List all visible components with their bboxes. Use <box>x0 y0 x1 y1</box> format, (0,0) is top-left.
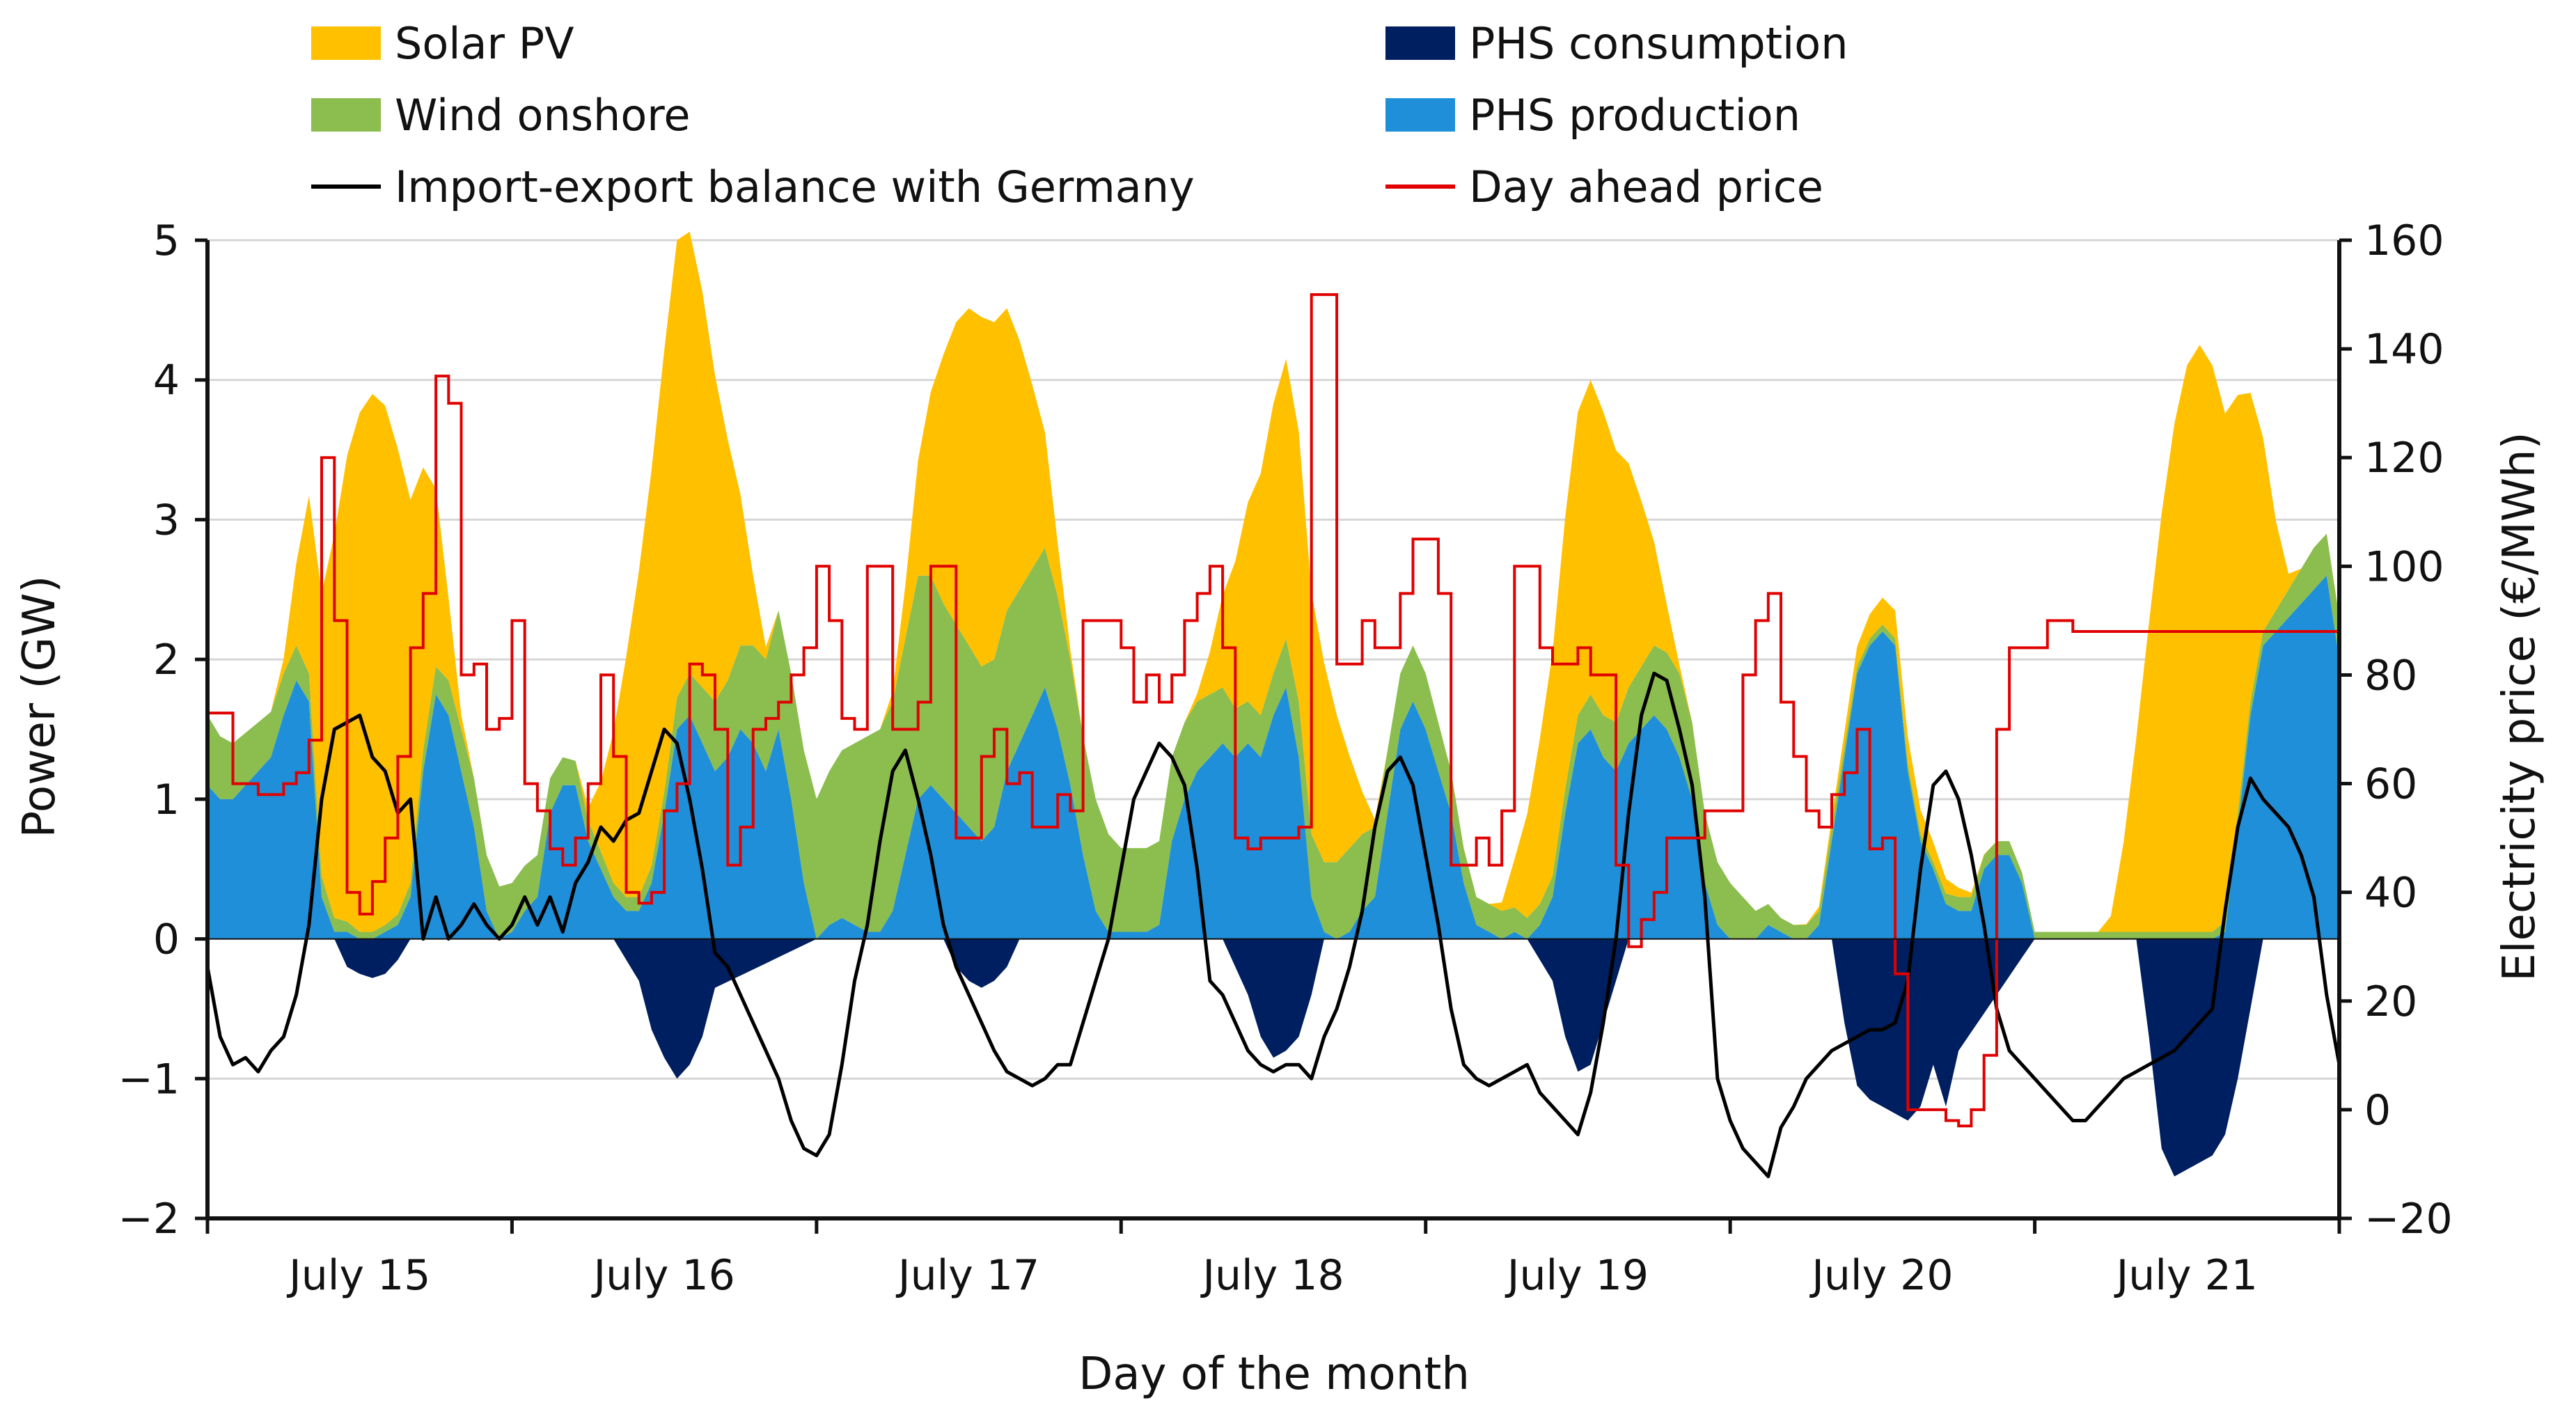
x-tick-label: July 21 <box>2114 1251 2258 1300</box>
y-left-tick-label: 3 <box>153 496 180 544</box>
y-right-tick-label: 160 <box>2364 217 2444 265</box>
y-left-tick-label: 4 <box>153 356 180 405</box>
legend-swatch <box>311 98 381 132</box>
x-tick-label: July 19 <box>1505 1251 1649 1300</box>
legend-item-balance: Import-export balance with Germany <box>311 162 1195 212</box>
y-left-tick-label: 0 <box>153 916 180 964</box>
solar-pv-area <box>207 231 2339 932</box>
y-left-tick-label: −1 <box>118 1055 180 1104</box>
y-right-tick-label: 20 <box>2364 978 2417 1026</box>
x-tick-label: July 15 <box>286 1251 430 1300</box>
x-tick-label: July 16 <box>590 1251 735 1300</box>
legend-label: PHS production <box>1469 90 1800 141</box>
y-right-tick-label: 80 <box>2364 651 2417 700</box>
legend-label: Day ahead price <box>1469 162 1823 212</box>
import-export-balance-line <box>205 671 2341 1179</box>
legend-swatch <box>1385 26 1455 60</box>
legend-label: Solar PV <box>395 18 574 69</box>
legend-item-phs_consumption: PHS consumption <box>1385 18 1848 69</box>
legend-label: Wind onshore <box>395 90 691 141</box>
x-tick-label: July 17 <box>895 1251 1039 1300</box>
phs-consumption-area <box>207 939 2339 1177</box>
y-right-tick-label: 40 <box>2364 869 2417 918</box>
y-right-tick-label: 120 <box>2364 434 2444 482</box>
legend-item-solar: Solar PV <box>311 18 574 69</box>
legend-label: PHS consumption <box>1469 18 1848 69</box>
y-right-tick-label: 140 <box>2364 325 2444 374</box>
y-axis-right-title: Electricity price (€/MWh) <box>2494 432 2545 981</box>
x-tick-label: July 20 <box>1809 1251 1953 1300</box>
phs-consumption-area-layer <box>207 939 2339 1177</box>
solar-area-layer <box>207 231 2339 932</box>
day-ahead-price-line <box>207 293 2339 1128</box>
y-right-tick-label: 0 <box>2364 1086 2391 1135</box>
y-axis-left-title: Power (GW) <box>14 576 65 838</box>
price-line-layer <box>207 293 2339 1128</box>
y-right-tick-label: 100 <box>2364 542 2444 591</box>
balance-line-layer <box>205 671 2341 1179</box>
y-right-tick-label: −20 <box>2364 1195 2453 1243</box>
legend-swatch <box>311 26 381 60</box>
legend-label: Import-export balance with Germany <box>395 162 1195 212</box>
legend: Solar PV Wind onshore Import-export balanc… <box>311 18 1848 212</box>
y-left-tick-label: −2 <box>118 1195 180 1243</box>
legend-swatch <box>1385 98 1455 132</box>
legend-item-wind: Wind onshore <box>311 90 691 141</box>
x-axis-title: Day of the month <box>1078 1349 1470 1400</box>
axes: −2 −1 0 1 2 3 4 5 −20 0 20 40 60 80 100 120 140 160 July 1… <box>118 217 2453 1300</box>
y-left-tick-label: 5 <box>153 217 180 265</box>
legend-item-phs_production: PHS production <box>1385 90 1800 141</box>
legend-item-price: Day ahead price <box>1385 162 1823 212</box>
y-left-tick-label: 1 <box>153 776 180 824</box>
y-left-tick-label: 2 <box>153 636 180 684</box>
x-tick-label: July 18 <box>1200 1251 1344 1300</box>
y-right-tick-label: 60 <box>2364 760 2417 809</box>
